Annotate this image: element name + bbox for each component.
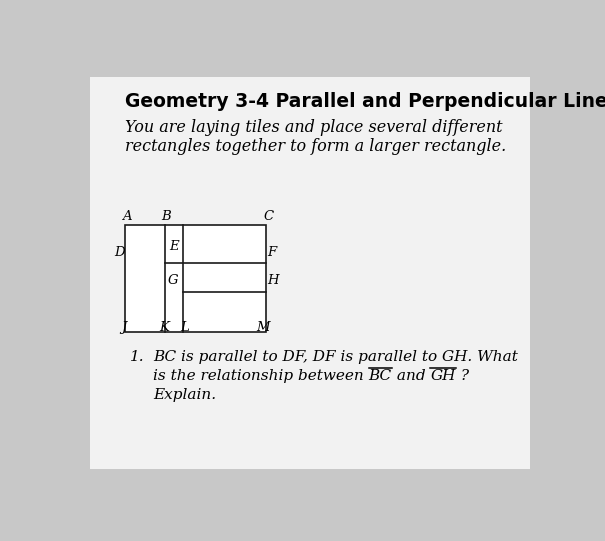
Text: F: F [267, 246, 276, 259]
Text: M: M [256, 321, 270, 334]
Text: L: L [180, 321, 189, 334]
Text: rectangles together to form a larger rectangle.: rectangles together to form a larger rec… [125, 138, 506, 155]
Text: D: D [114, 246, 125, 259]
Text: E: E [169, 240, 179, 253]
Bar [125, 225, 266, 332]
Text: B: B [162, 210, 171, 223]
Text: GH: GH [430, 369, 456, 383]
Text: Geometry 3-4 Parallel and Perpendicular Lines: Geometry 3-4 Parallel and Perpendicular … [125, 92, 605, 111]
Text: Explain.: Explain. [153, 388, 216, 402]
Text: You are laying tiles and place several different: You are laying tiles and place several d… [125, 119, 502, 136]
Text: C: C [263, 210, 273, 223]
Text: J: J [122, 321, 127, 334]
Text: K: K [159, 321, 169, 334]
Text: H: H [267, 274, 278, 287]
Text: and: and [392, 369, 430, 383]
Text: BC: BC [368, 369, 392, 383]
Text: 1.: 1. [129, 350, 144, 364]
Text: is the relationship between: is the relationship between [153, 369, 368, 383]
Text: ?: ? [456, 369, 469, 383]
Text: BC is parallel to DF, DF is parallel to GH. What: BC is parallel to DF, DF is parallel to … [153, 350, 518, 364]
Text: A: A [122, 210, 132, 223]
Text: G: G [168, 274, 178, 287]
